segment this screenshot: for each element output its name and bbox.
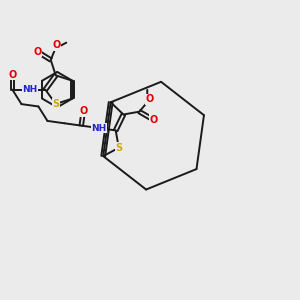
Text: O: O — [8, 70, 16, 80]
Text: NH: NH — [91, 124, 106, 133]
Text: S: S — [52, 99, 59, 109]
Text: O: O — [146, 94, 154, 104]
Text: O: O — [149, 115, 157, 124]
Text: O: O — [33, 46, 41, 56]
Text: S: S — [115, 143, 122, 153]
Text: O: O — [52, 40, 61, 50]
Text: NH: NH — [22, 85, 38, 94]
Text: O: O — [79, 106, 87, 116]
